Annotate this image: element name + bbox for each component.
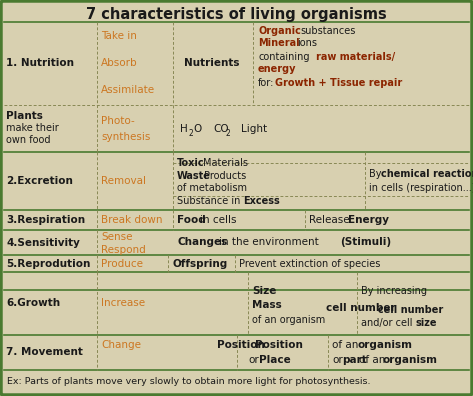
Text: Offspring: Offspring: [172, 259, 227, 269]
Text: part: part: [342, 355, 367, 365]
Text: Break down: Break down: [101, 215, 163, 225]
Text: in cells (respiration...): in cells (respiration...): [369, 183, 473, 193]
Text: raw materials/: raw materials/: [316, 52, 395, 62]
Text: make their: make their: [6, 123, 59, 133]
Text: By: By: [369, 169, 382, 179]
Text: Growth + Tissue repair: Growth + Tissue repair: [275, 78, 402, 88]
Text: Excess: Excess: [243, 196, 280, 206]
Text: 2: 2: [188, 128, 193, 137]
Text: 3.Respiration: 3.Respiration: [6, 215, 85, 225]
Text: Materials: Materials: [203, 158, 248, 168]
Text: 6.Growth: 6.Growth: [6, 298, 60, 308]
Text: Removal: Removal: [101, 176, 146, 186]
Text: ions: ions: [297, 38, 317, 48]
Text: Take in: Take in: [101, 31, 137, 41]
Text: Mineral: Mineral: [258, 38, 299, 48]
Text: 1. Nutrition: 1. Nutrition: [6, 58, 74, 68]
Text: Photo-: Photo-: [101, 116, 135, 126]
Text: Change: Change: [101, 340, 141, 350]
Text: Absorb: Absorb: [101, 58, 138, 68]
Text: 7. Movement: 7. Movement: [6, 347, 83, 357]
Text: or: or: [332, 355, 343, 365]
Text: (Stimuli): (Stimuli): [340, 237, 391, 247]
Text: Changes: Changes: [177, 237, 227, 247]
Text: By increasing: By increasing: [361, 286, 427, 296]
Text: Energy: Energy: [348, 215, 389, 225]
Text: and/or cell: and/or cell: [361, 318, 412, 328]
Text: Respond: Respond: [101, 245, 146, 255]
Text: Release: Release: [309, 215, 350, 225]
Text: Food: Food: [177, 215, 206, 225]
Text: 7 characteristics of living organisms: 7 characteristics of living organisms: [86, 6, 386, 21]
Text: own food: own food: [6, 135, 51, 145]
Text: chemical reactions: chemical reactions: [381, 169, 473, 179]
Text: Increase: Increase: [101, 298, 145, 308]
Text: Organic: Organic: [258, 26, 301, 36]
Text: CO: CO: [213, 124, 228, 134]
Text: organism: organism: [382, 355, 437, 365]
Text: Toxic: Toxic: [177, 158, 205, 168]
Text: of an: of an: [359, 355, 385, 365]
Text: 2: 2: [225, 128, 230, 137]
Text: of an organism: of an organism: [252, 315, 325, 325]
Text: of an: of an: [332, 340, 359, 350]
Text: size: size: [415, 318, 437, 328]
Text: 5.Reprodution: 5.Reprodution: [6, 259, 90, 269]
Text: O: O: [193, 124, 201, 134]
Text: in the environment: in the environment: [219, 237, 319, 247]
Text: Position: Position: [255, 340, 303, 350]
Text: of metabolism: of metabolism: [177, 183, 247, 193]
Text: Size: Size: [252, 286, 276, 296]
Text: H: H: [180, 124, 188, 134]
Text: 4.Sensitivity: 4.Sensitivity: [6, 238, 80, 248]
Text: Nutrients: Nutrients: [184, 58, 240, 68]
Text: Assimilate: Assimilate: [101, 85, 155, 95]
Text: cell number: cell number: [326, 303, 396, 313]
Text: energy: energy: [258, 64, 297, 74]
Text: Produce: Produce: [101, 259, 143, 269]
Text: substances: substances: [300, 26, 355, 36]
Text: Waste: Waste: [177, 171, 211, 181]
Text: Place: Place: [259, 355, 291, 365]
Text: Plants: Plants: [6, 111, 43, 121]
Text: organism: organism: [357, 340, 412, 350]
Text: Position: Position: [217, 340, 265, 350]
Text: for:: for:: [258, 78, 274, 88]
Text: Ex: Parts of plants move very slowly to obtain more light for photosynthesis.: Ex: Parts of plants move very slowly to …: [7, 377, 370, 386]
Text: Prevent extinction of species: Prevent extinction of species: [239, 259, 380, 269]
Text: or: or: [248, 355, 259, 365]
Text: Light: Light: [241, 124, 267, 134]
Text: Mass: Mass: [252, 300, 282, 310]
Text: Sense: Sense: [101, 232, 132, 242]
Text: in cells: in cells: [200, 215, 236, 225]
Text: synthesis: synthesis: [101, 132, 150, 142]
Text: 2.Excretion: 2.Excretion: [6, 176, 73, 186]
Text: containing: containing: [258, 52, 309, 62]
Text: Products: Products: [204, 171, 246, 181]
Text: cell number: cell number: [361, 305, 443, 315]
Text: Substance in: Substance in: [177, 196, 240, 206]
